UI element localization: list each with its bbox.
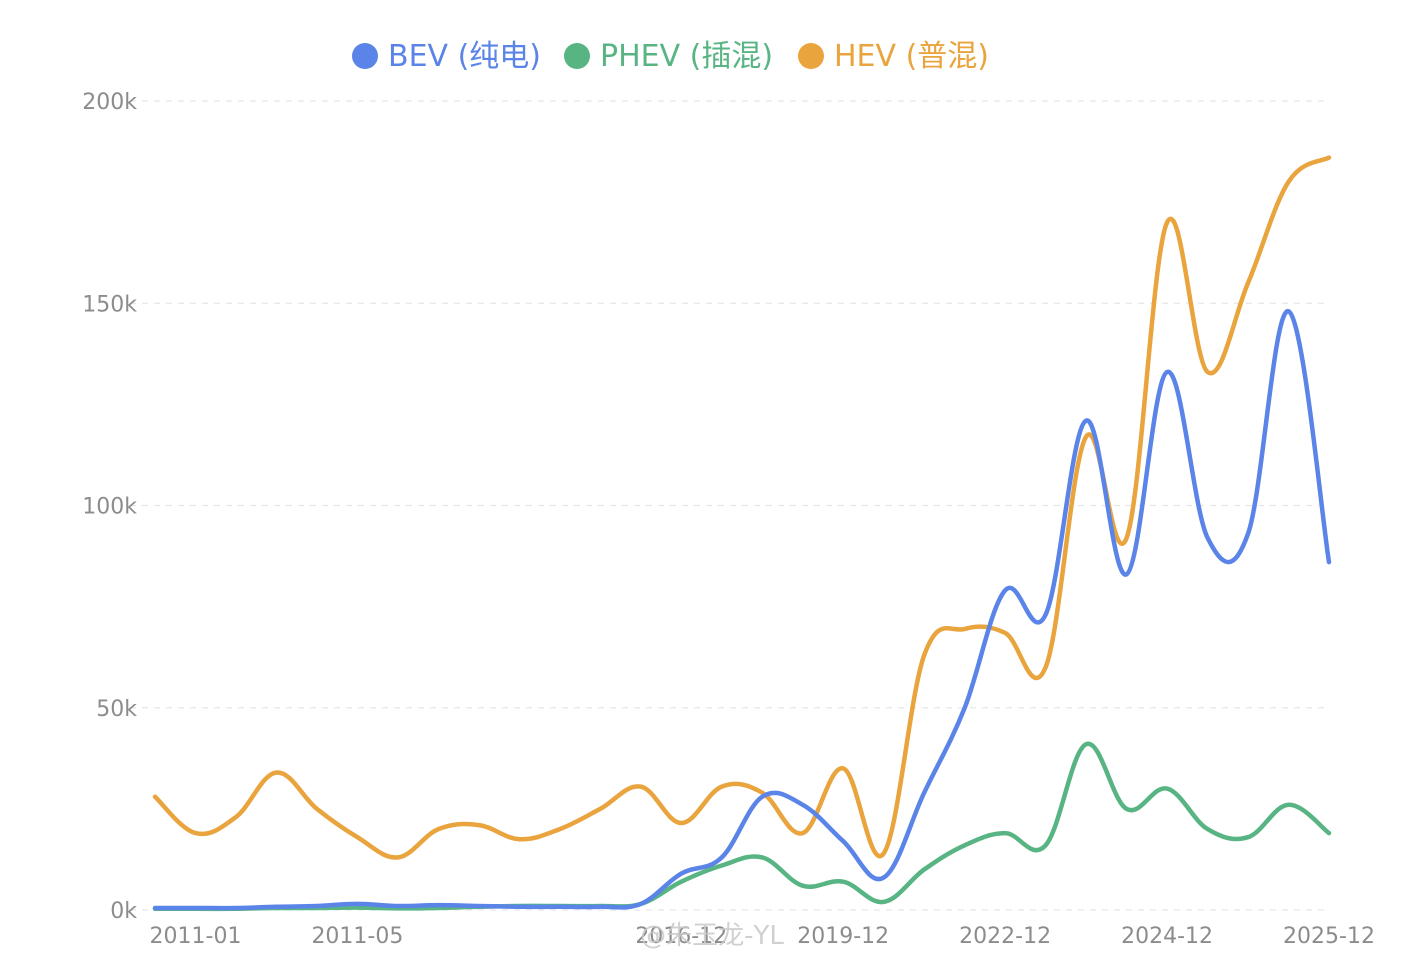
legend-label: PHEV (插混) (600, 39, 773, 74)
series-line-0 (152, 309, 1332, 911)
legend-marker (564, 43, 590, 69)
legend-item[interactable]: BEV (纯电) (352, 39, 541, 74)
y-tick-label: 200k (82, 90, 137, 115)
y-axis: 0k 50k 100k 150k 200k (82, 90, 137, 924)
legend-marker (352, 43, 378, 69)
y-tick-label: 0k (110, 899, 137, 924)
legend-item[interactable]: PHEV (插混) (564, 39, 773, 74)
legend-label: HEV (普混) (834, 39, 989, 74)
x-tick-label: 2024-12 (1121, 924, 1213, 949)
x-tick-label: 2011-01 (150, 924, 242, 949)
x-tick-label: 2011-05 (311, 924, 403, 949)
x-tick-label: 2025-12 (1283, 924, 1375, 949)
y-tick-label: 50k (96, 697, 137, 722)
legend-item[interactable]: HEV (普混) (798, 39, 989, 74)
watermark: @朱玉龙-YL (640, 921, 784, 951)
grid-lines (130, 100, 1329, 911)
x-tick-label: 2022-12 (959, 924, 1051, 949)
legend-marker (798, 43, 824, 69)
legend-label: BEV (纯电) (388, 39, 541, 74)
x-tick-label: 2019-12 (797, 924, 889, 949)
series-line-2 (152, 155, 1332, 860)
series-line-1 (152, 741, 1332, 912)
series-group (152, 155, 1332, 912)
y-tick-label: 150k (82, 292, 137, 317)
y-tick-label: 100k (82, 495, 137, 520)
watermark-text: @朱玉龙-YL (640, 921, 784, 951)
x-tick-label: 2016-12 (635, 924, 727, 949)
legend: BEV (纯电) PHEV (插混) HEV (普混) (352, 39, 989, 74)
x-axis: 2011-01 2011-05 2016-12 2019-12 2022-12 2024-… (150, 924, 1375, 949)
